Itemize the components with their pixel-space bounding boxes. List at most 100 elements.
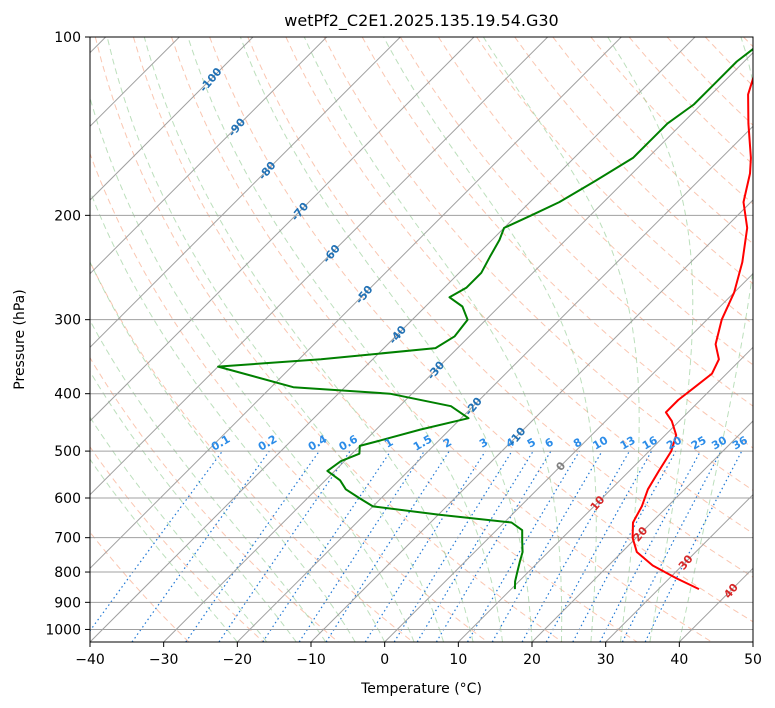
mixing-ratio-line [90, 450, 223, 632]
mixing-ratio-line [298, 450, 425, 642]
mixing-ratio-line [364, 450, 486, 642]
mixing-ratio-label: 8 [571, 436, 584, 451]
mixing-ratio-line [325, 450, 450, 642]
y-axis-label: Pressure (hPa) [12, 289, 28, 389]
moist-adiabat [678, 37, 753, 642]
mixing-ratio-label: 30 [709, 433, 729, 452]
mixing-ratio-line [435, 450, 552, 642]
x-tick-label: −30 [149, 652, 179, 668]
isotherm [90, 37, 549, 496]
isotherm [457, 346, 753, 642]
y-tick-label: 300 [54, 313, 81, 329]
y-tick-label: 600 [54, 491, 81, 507]
dry-adiabat [476, 37, 753, 325]
x-tick-label: 30 [597, 652, 615, 668]
x-axis-label: Temperature (°C) [360, 681, 482, 697]
mixing-ratio-label: 0.6 [337, 432, 361, 453]
chart-title: wetPf2_C2E1.2025.135.19.54.G30 [284, 11, 558, 31]
moist-adiabat [239, 37, 533, 642]
dry-adiabat [90, 260, 414, 642]
isotherm [90, 37, 622, 570]
mixing-ratio-label: 5 [525, 436, 538, 451]
mixing-ratio-label: 1.5 [411, 433, 434, 454]
dry-adiabat [132, 37, 638, 642]
x-tick-label: 40 [670, 652, 688, 668]
mixing-ratio-line [262, 450, 392, 642]
series-line-2 [217, 47, 753, 590]
mixing-ratio-label: 10 [591, 433, 611, 452]
background-lines [90, 37, 753, 642]
moist-adiabat [143, 37, 474, 642]
y-tick-label: 800 [54, 565, 81, 581]
dry-adiabat [90, 446, 264, 642]
dry-adiabat [323, 37, 753, 491]
x-tick-label: 50 [744, 652, 762, 668]
moist-adiabat [90, 319, 327, 642]
x-tick-label: −20 [223, 652, 253, 668]
mixing-ratio-line [466, 450, 580, 642]
moist-adiabat [303, 37, 563, 642]
moist-adiabat [106, 37, 445, 642]
y-tick-label: 1000 [45, 622, 81, 638]
sounding-lines [217, 47, 753, 591]
y-tick-label: 400 [54, 387, 81, 403]
y-tick-label: 100 [54, 30, 81, 46]
mixing-ratio-line [599, 450, 702, 642]
mixing-ratio-label: 0.2 [256, 433, 279, 454]
mixing-ratio-label: 16 [640, 433, 660, 452]
dry-adiabat [285, 37, 753, 535]
moist-adiabat [383, 37, 597, 642]
x-tick-label: 20 [523, 652, 541, 668]
dry-adiabat [666, 37, 753, 126]
isotherm [678, 567, 753, 642]
moist-adiabat [482, 37, 640, 642]
dry-adiabat [247, 37, 753, 578]
isotherm [236, 125, 753, 642]
y-tick-label: 200 [54, 208, 81, 224]
isotherm [605, 493, 753, 642]
isotherm [90, 37, 254, 201]
moist-adiabat [90, 189, 386, 642]
dry-adiabat [437, 37, 753, 366]
mixing-ratio-line [185, 450, 320, 642]
dry-adiabat [590, 37, 753, 205]
isotherm [163, 51, 753, 642]
y-axis-ticks: 100 200 300 400 500 600 700 800 900 1000 [45, 30, 90, 638]
mixing-ratio-label: 0.4 [306, 432, 330, 453]
x-tick-label: 10 [449, 652, 467, 668]
dry-adiabat [171, 37, 712, 642]
grid-lines [90, 37, 753, 642]
mixing-ratio-line [131, 450, 270, 642]
dry-adiabat [94, 37, 563, 642]
moist-adiabat [90, 416, 268, 642]
dry-adiabat [514, 37, 753, 285]
plot-frame [89, 36, 754, 643]
mixing-ratio-line [393, 450, 513, 642]
y-tick-label: 900 [54, 595, 81, 611]
mixing-ratio-label: 36 [730, 433, 750, 452]
mixing-ratio-label: 6 [543, 435, 556, 450]
mixing-ratio-label: 25 [689, 434, 709, 453]
y-tick-label: 500 [54, 444, 81, 460]
x-tick-label: −40 [75, 652, 105, 668]
moist-adiabat [607, 37, 694, 642]
moist-adiabat [90, 370, 297, 642]
mixing-ratio-line [416, 450, 534, 642]
moist-adiabat [187, 37, 503, 642]
moist-adiabat [90, 458, 238, 642]
x-tick-label: 0 [380, 652, 389, 668]
isotherm [310, 199, 753, 642]
dry-adiabat [90, 356, 339, 642]
y-tick-label: 700 [54, 531, 81, 547]
dry-adiabat [90, 531, 190, 642]
isotherm [90, 37, 475, 422]
x-axis-ticks: −40 −30 −20 −10 0 10 20 30 40 50 [75, 642, 762, 668]
dry-adiabat [209, 37, 753, 623]
x-tick-label: −10 [296, 652, 326, 668]
isotherm [752, 641, 753, 642]
mixing-ratio-line [218, 450, 351, 642]
dry-adiabat [90, 152, 488, 642]
mixing-ratio-line [572, 450, 677, 642]
isotherm [90, 37, 401, 349]
